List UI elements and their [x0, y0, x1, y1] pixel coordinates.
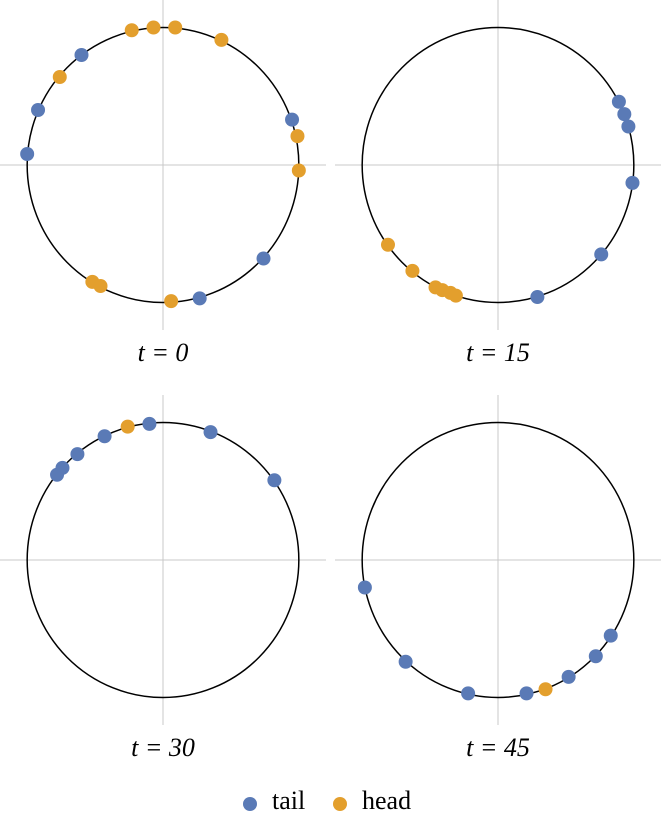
- point: [55, 460, 70, 475]
- panel-title: t = 15: [466, 338, 530, 367]
- panel: t = 45: [335, 395, 661, 762]
- panel: t = 30: [0, 395, 326, 762]
- point: [124, 23, 139, 38]
- panel-title: t = 45: [466, 733, 530, 762]
- point: [588, 649, 603, 664]
- point: [617, 107, 632, 122]
- point: [461, 686, 476, 701]
- panel-title: t = 0: [138, 338, 189, 367]
- circle: [361, 421, 635, 699]
- point: [398, 654, 413, 669]
- legend-label: tail: [272, 786, 305, 815]
- point: [448, 288, 463, 303]
- point: [146, 20, 161, 35]
- point: [256, 251, 271, 266]
- point: [267, 473, 282, 488]
- panel-title: t = 30: [131, 733, 195, 762]
- point: [31, 103, 46, 117]
- point: [290, 129, 305, 144]
- legend-marker: [333, 797, 347, 811]
- point: [380, 237, 395, 252]
- point: [621, 119, 636, 134]
- point: [142, 416, 157, 431]
- point: [530, 290, 545, 304]
- point: [611, 94, 626, 109]
- panel: t = 15: [335, 0, 661, 367]
- point: [74, 48, 89, 62]
- point: [97, 429, 112, 444]
- point: [357, 580, 372, 595]
- circle: [26, 421, 300, 699]
- point: [561, 669, 576, 684]
- legend-label: head: [362, 786, 411, 815]
- point: [93, 279, 108, 293]
- point: [52, 70, 67, 84]
- point: [625, 175, 640, 190]
- panel: t = 0: [0, 0, 326, 367]
- point: [214, 32, 229, 47]
- point: [203, 425, 218, 440]
- point: [20, 147, 35, 161]
- circle: [361, 26, 635, 304]
- point: [291, 163, 306, 178]
- legend: tail head: [243, 786, 411, 815]
- point: [285, 112, 300, 127]
- point: [168, 20, 183, 35]
- point: [519, 686, 534, 701]
- point: [164, 294, 179, 309]
- point: [120, 419, 135, 434]
- point: [538, 682, 553, 697]
- point: [594, 247, 609, 262]
- point: [405, 263, 420, 278]
- point: [70, 447, 85, 462]
- point: [603, 628, 618, 643]
- point: [192, 291, 207, 306]
- legend-marker: [243, 797, 257, 811]
